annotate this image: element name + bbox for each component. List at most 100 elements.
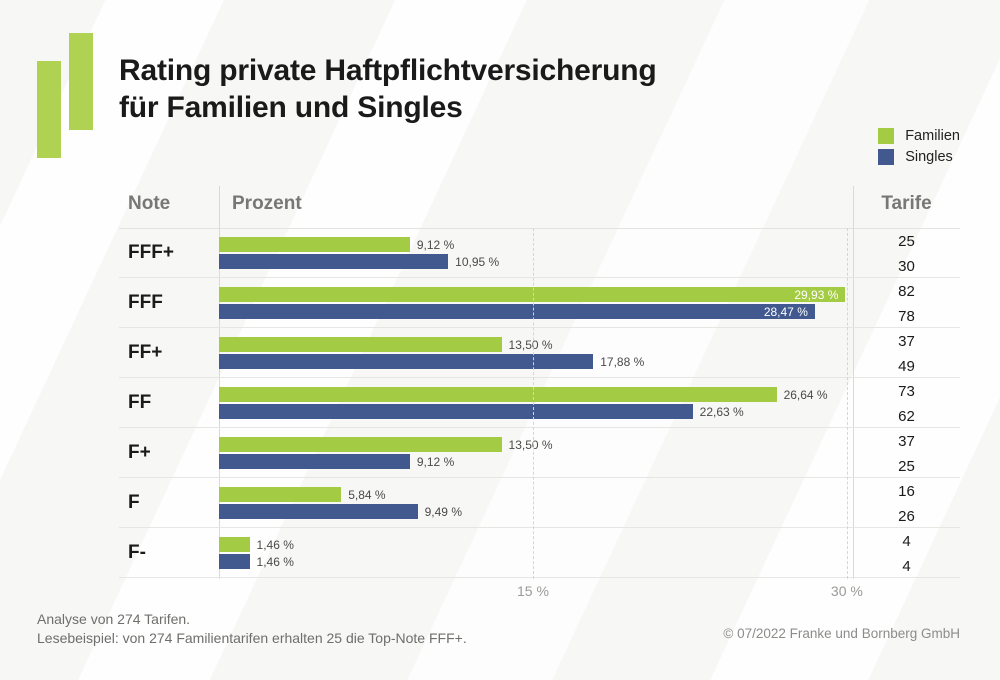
row-tarife-cell: 82 78	[853, 278, 960, 328]
tarife-count-familien: 16	[898, 483, 915, 500]
column-header-prozent: Prozent	[232, 193, 302, 214]
bar-value-label: 10,95 %	[455, 254, 500, 269]
row-note-label: FF+	[128, 342, 163, 363]
x-axis-tick-label: 30 %	[830, 583, 863, 599]
legend-item-label: Familien	[905, 127, 960, 144]
bar-track-singles: 1,46 %	[219, 554, 960, 569]
header-divider-right	[853, 186, 854, 228]
bar-value-label: 13,50 %	[508, 337, 553, 352]
tarife-count-singles: 4	[902, 558, 911, 575]
x-axis: 15 % 30 %	[119, 583, 960, 605]
tarife-count-familien: 37	[898, 433, 915, 450]
legend-item-singles: Singles	[878, 146, 960, 167]
tarife-count-familien: 37	[898, 333, 915, 350]
tarife-count-familien: 73	[898, 383, 915, 400]
row-tarife-cell: 16 26	[853, 478, 960, 528]
bar-singles[interactable]	[219, 354, 594, 369]
chart-row: FF 26,64 % 22,63 % 73 62	[119, 378, 960, 428]
bar-value-label: 9,12 %	[416, 454, 455, 469]
row-tarife-cell: 37 25	[853, 428, 960, 478]
tarife-count-familien: 4	[902, 533, 911, 550]
row-bars: 1,46 % 1,46 %	[219, 528, 960, 578]
chart-row: F 5,84 % 9,49 % 16 26	[119, 478, 960, 528]
footer-note: Analyse von 274 Tarifen. Lesebeispiel: v…	[37, 610, 467, 648]
row-bars: 13,50 % 9,12 %	[219, 428, 960, 478]
bar-familien[interactable]	[219, 237, 410, 252]
page-title-line-1: Rating private Haftpflichtversicherung	[119, 54, 657, 87]
tarife-count-singles: 25	[898, 458, 915, 475]
bar-familien[interactable]	[219, 487, 342, 502]
row-bars: 13,50 % 17,88 %	[219, 328, 960, 378]
row-bars: 29,93 % 28,47 %	[219, 278, 960, 328]
bar-track-familien: 5,84 %	[219, 487, 960, 502]
tarife-count-singles: 78	[898, 308, 915, 325]
legend-item-label: Singles	[905, 148, 953, 165]
bar-track-familien: 26,64 %	[219, 387, 960, 402]
bar-track-familien: 9,12 %	[219, 237, 960, 252]
row-note-label: F-	[128, 542, 146, 563]
bar-value-label: 9,49 %	[424, 504, 462, 519]
bar-familien[interactable]	[219, 337, 502, 352]
chart-row: FF+ 13,50 % 17,88 % 37 49	[119, 328, 960, 378]
bar-singles[interactable]	[219, 254, 449, 269]
logo-bar-left	[37, 61, 61, 158]
bar-value-label: 1,46 %	[256, 537, 294, 552]
row-bars: 26,64 % 22,63 %	[219, 378, 960, 428]
chart-legend: Familien Singles	[878, 125, 960, 167]
bar-familien[interactable]	[219, 437, 502, 452]
bar-singles[interactable]	[219, 454, 410, 469]
bar-value-label: 13,50 %	[508, 437, 553, 452]
bar-track-singles: 10,95 %	[219, 254, 960, 269]
bar-value-label: 28,47 %	[763, 304, 808, 319]
tarife-count-singles: 62	[898, 408, 915, 425]
chart-plot-area: FFF+ 9,12 % 10,95 % 25 30 FFF 29,93 % 28,47 % 82…	[119, 228, 960, 579]
gridline	[846, 228, 848, 579]
page-title-line-2: für Familien und Singles	[119, 91, 463, 124]
row-note-label: FFF	[128, 292, 163, 313]
legend-swatch-icon	[878, 148, 895, 165]
franke-bornberg-logo	[37, 33, 93, 158]
row-note-label: F	[128, 492, 140, 513]
column-header-note: Note	[128, 193, 171, 214]
chart-row: F+ 13,50 % 9,12 % 37 25	[119, 428, 960, 478]
bar-track-singles: 28,47 %	[219, 304, 960, 319]
row-note-label: FFF+	[128, 242, 174, 263]
legend-item-familien: Familien	[878, 125, 960, 146]
footer-copyright: © 07/2022 Franke und Bornberg GmbH	[723, 626, 960, 641]
bar-singles[interactable]	[219, 304, 815, 319]
row-tarife-cell: 73 62	[853, 378, 960, 428]
chart-row: FFF+ 9,12 % 10,95 % 25 30	[119, 228, 960, 278]
bar-track-singles: 9,49 %	[219, 504, 960, 519]
tarife-count-singles: 26	[898, 508, 915, 525]
row-bars: 9,12 % 10,95 %	[219, 228, 960, 278]
bar-value-label: 9,12 %	[416, 237, 455, 252]
tarife-count-singles: 49	[898, 358, 915, 375]
tarife-count-singles: 30	[898, 258, 915, 275]
logo-bar-right	[69, 33, 93, 130]
column-header-tarife: Tarife	[881, 193, 932, 214]
footer-analysis-line: Analyse von 274 Tarifen.	[37, 611, 191, 627]
bar-familien[interactable]	[219, 537, 250, 552]
bar-singles[interactable]	[219, 554, 250, 569]
row-note-label: FF	[128, 392, 152, 413]
row-tarife-cell: 37 49	[853, 328, 960, 378]
legend-swatch-icon	[878, 127, 895, 144]
tarife-count-familien: 25	[898, 233, 915, 250]
x-axis-tick-label: 15 %	[516, 583, 549, 599]
bar-familien[interactable]	[219, 387, 777, 402]
bar-track-singles: 22,63 %	[219, 404, 960, 419]
footer-example-line: Lesebeispiel: von 274 Familientarifen er…	[37, 630, 467, 646]
bar-singles[interactable]	[219, 504, 418, 519]
chart-row: F- 1,46 % 1,46 % 4 4	[119, 528, 960, 578]
bar-value-label: 29,93 %	[794, 287, 839, 302]
bar-track-familien: 13,50 %	[219, 337, 960, 352]
bar-track-singles: 17,88 %	[219, 354, 960, 369]
bar-singles[interactable]	[219, 404, 693, 419]
row-bars: 5,84 % 9,49 %	[219, 478, 960, 528]
bar-value-label: 1,46 %	[256, 554, 294, 569]
row-note-label: F+	[128, 442, 151, 463]
tarife-count-familien: 82	[898, 283, 915, 300]
bar-value-label: 26,64 %	[783, 387, 828, 402]
